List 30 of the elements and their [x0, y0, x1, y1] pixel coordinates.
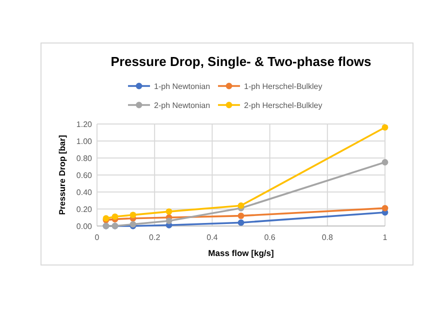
- y-tick-label: 0.00: [76, 222, 93, 231]
- point: [238, 202, 244, 209]
- point: [382, 204, 388, 212]
- x-tick-label: 0: [94, 233, 100, 242]
- legend-label: 2-ph Newtonian: [154, 101, 210, 110]
- y-tick-label: 0.80: [76, 154, 93, 163]
- x-tick-label: 0.6: [264, 233, 276, 242]
- x-tick-label: 0.8: [322, 233, 334, 242]
- point: [382, 124, 388, 131]
- legend-label: 1-ph Newtonian: [154, 82, 210, 91]
- point: [166, 218, 172, 224]
- point: [112, 213, 118, 220]
- point: [130, 212, 136, 218]
- y-tick-label: 0.40: [76, 188, 93, 197]
- y-tick-label: 1.00: [76, 137, 93, 146]
- x-tick-label: 0.2: [149, 233, 161, 242]
- point: [238, 219, 244, 226]
- y-tick-label: 0.60: [76, 171, 93, 180]
- x-axis-title: Mass flow [kg/s]: [208, 248, 274, 258]
- chart-title: Pressure Drop, Single- & Two-phase flows: [110, 54, 372, 69]
- y-tick-label: 1.20: [76, 120, 93, 129]
- x-tick-label: 1: [382, 233, 388, 242]
- point: [382, 159, 388, 166]
- y-tick-label: 0.20: [76, 205, 93, 214]
- legend-label: 1-ph Herschel-Bulkley: [244, 82, 322, 91]
- x-tick-label: 0.4: [206, 233, 218, 242]
- point: [166, 208, 172, 215]
- y-axis-title: Pressure Drop [bar]: [57, 134, 67, 215]
- legend-label: 2-ph Herschel-Bulkley: [244, 101, 322, 110]
- point: [238, 212, 244, 219]
